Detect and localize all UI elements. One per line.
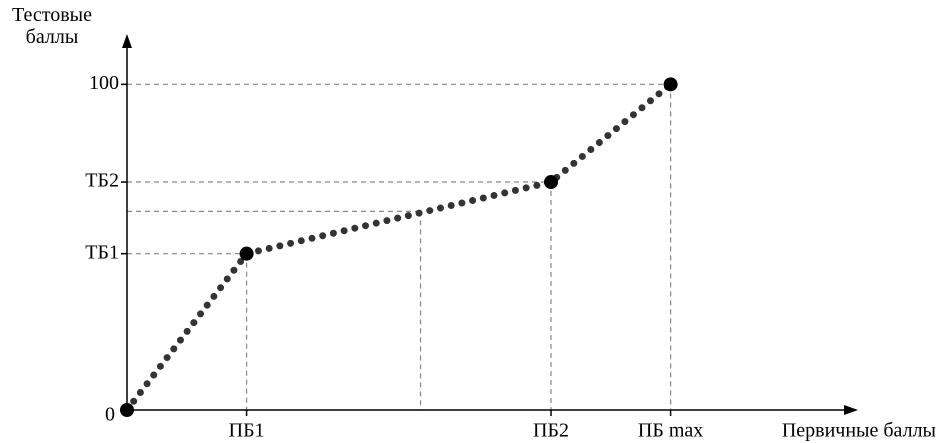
y-tick-label: 0 bbox=[105, 404, 115, 426]
y-tick-label: ТБ2 bbox=[85, 170, 119, 192]
data-point bbox=[120, 403, 134, 417]
y-tick-label: 100 bbox=[89, 72, 119, 94]
data-line bbox=[123, 80, 675, 414]
x-tick-label: ПБ1 bbox=[229, 420, 265, 442]
y-tick-label: ТБ1 bbox=[85, 241, 119, 263]
data-point bbox=[544, 175, 559, 190]
x-axis-arrow bbox=[844, 405, 858, 415]
x-tick-label: ПБ max bbox=[638, 420, 703, 442]
y-axis-label: Тестовые баллы bbox=[12, 4, 92, 48]
x-tick-label: ПБ2 bbox=[533, 420, 569, 442]
x-axis-label: Первичные баллы bbox=[782, 420, 936, 442]
data-point bbox=[239, 246, 254, 261]
y-axis-arrow bbox=[122, 34, 132, 48]
data-point bbox=[663, 77, 678, 92]
